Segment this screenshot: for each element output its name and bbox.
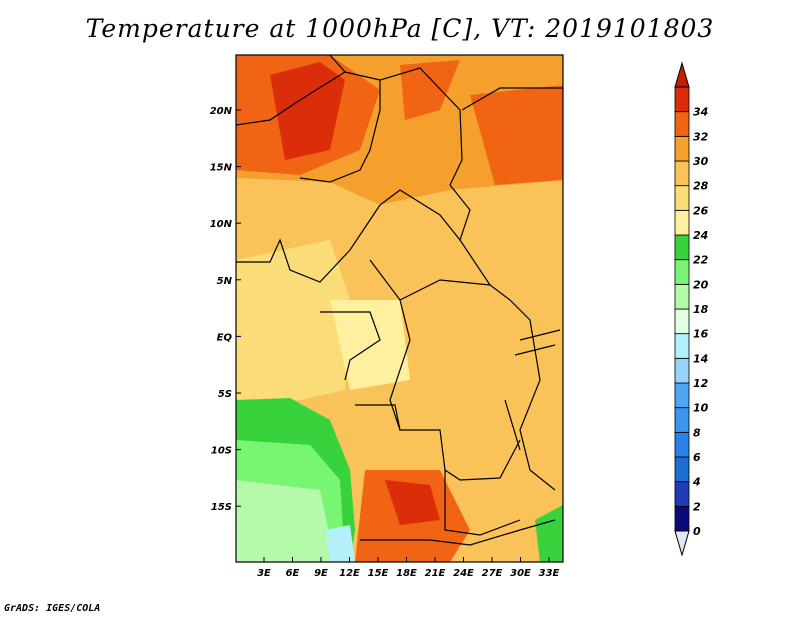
longitude-axis: 3E 6E 9E 12E 15E 18E 21E 24E 27E 30E 33E <box>257 557 560 579</box>
colorbar-segment <box>674 308 690 335</box>
field-green-mozambique <box>535 505 563 562</box>
border-gabon-congo <box>320 311 381 381</box>
border-east <box>509 299 556 491</box>
colorbar-segment <box>674 382 690 409</box>
colorbar-segment <box>674 357 690 384</box>
colorbar-segment <box>674 407 690 433</box>
lon-label: 9E <box>314 568 328 579</box>
colorbar-label: 10 <box>693 402 709 415</box>
colorbar-segment <box>674 185 690 211</box>
field-cyan-coast <box>326 525 355 562</box>
lat-label: 5S <box>218 389 232 400</box>
lon-label: 3E <box>257 568 271 579</box>
colorbar-label: 12 <box>693 377 709 390</box>
border-drc <box>389 299 521 481</box>
colorbar-label: 34 <box>693 106 708 119</box>
colorbar-label: 32 <box>693 130 709 143</box>
colorbar-segment <box>674 456 690 483</box>
border-angola-north <box>355 404 401 431</box>
colorbar-segment <box>674 135 690 162</box>
colorbar-label: 20 <box>693 278 709 291</box>
border-south <box>360 519 556 546</box>
colorbar-label: 16 <box>693 328 709 341</box>
credit-label: GrADS: IGES/COLA <box>4 603 101 614</box>
colorbar-segment <box>674 481 690 507</box>
colorbar-label: 24 <box>693 229 708 242</box>
colorbar-label: 18 <box>693 303 709 316</box>
border-lakes <box>504 329 561 451</box>
lat-label: 20N <box>210 106 233 117</box>
lon-label: 18E <box>396 568 417 579</box>
lat-label: 10N <box>210 219 233 230</box>
temperature-field <box>236 55 563 562</box>
border-nigeria-chad <box>379 189 461 241</box>
colorbar-segment <box>674 209 690 236</box>
latitude-axis: 20N 15N 10N 5N EQ 5S 10S 15S <box>210 106 241 513</box>
border-niger-chad <box>379 67 463 186</box>
border-west-coast <box>236 204 381 283</box>
colorbar-label: 4 <box>692 476 701 489</box>
map-frame <box>235 54 564 563</box>
lon-label: 33E <box>539 568 560 579</box>
colorbar-label: 28 <box>693 180 709 193</box>
lon-label: 15E <box>368 568 389 579</box>
lon-label: 21E <box>425 568 446 579</box>
border-mauritania-mali <box>236 55 346 126</box>
colorbar-under-triangle <box>674 530 690 557</box>
field-mild-coast <box>236 240 350 405</box>
field-hottest-northwest <box>270 62 345 160</box>
lon-label: 6E <box>286 568 300 579</box>
border-angola-zambia <box>444 470 521 536</box>
colorbar-label: 14 <box>693 352 708 365</box>
colorbar-segment <box>674 259 690 285</box>
field-hot-north-central <box>400 60 460 120</box>
colorbar-segment <box>674 86 690 113</box>
colorbar-segment <box>674 431 690 458</box>
colorbar-label: 2 <box>693 500 701 513</box>
field-hottest-angola <box>385 480 440 525</box>
lon-label: 12E <box>339 568 360 579</box>
lat-label: 15S <box>211 502 232 513</box>
colorbar-segment <box>674 505 690 532</box>
colorbar-label: 26 <box>693 204 709 217</box>
colorbar-label: 30 <box>693 155 709 168</box>
field-pale-atlantic <box>236 480 335 562</box>
field-cool-gabon <box>330 300 410 390</box>
lat-label: EQ <box>217 332 233 343</box>
colorbar-label: 22 <box>693 254 709 267</box>
colorbar-segment <box>674 333 690 359</box>
border-cameroon-car <box>369 259 491 301</box>
map-title: Temperature at 1000hPa [C], VT: 20191018… <box>85 14 715 43</box>
lon-label: 24E <box>453 568 474 579</box>
colorbar-over-triangle <box>674 61 690 88</box>
colorbar-segment <box>674 234 690 261</box>
border-chad-libya-sudan <box>461 87 563 111</box>
colorbar-segment <box>674 111 690 137</box>
colorbar-segment <box>674 160 690 187</box>
lat-label: 10S <box>211 446 232 457</box>
lat-label: 15N <box>210 163 233 174</box>
lon-label: 27E <box>482 568 503 579</box>
colorbar-label: 6 <box>693 451 701 464</box>
colorbar-label: 0 <box>693 525 701 538</box>
colorbar-label: 8 <box>693 426 701 439</box>
colorbar-segment <box>674 283 690 310</box>
lat-label: 5N <box>217 276 233 287</box>
lon-label: 30E <box>510 568 531 579</box>
field-hot-sudan <box>470 85 563 185</box>
country-borders <box>236 55 563 546</box>
